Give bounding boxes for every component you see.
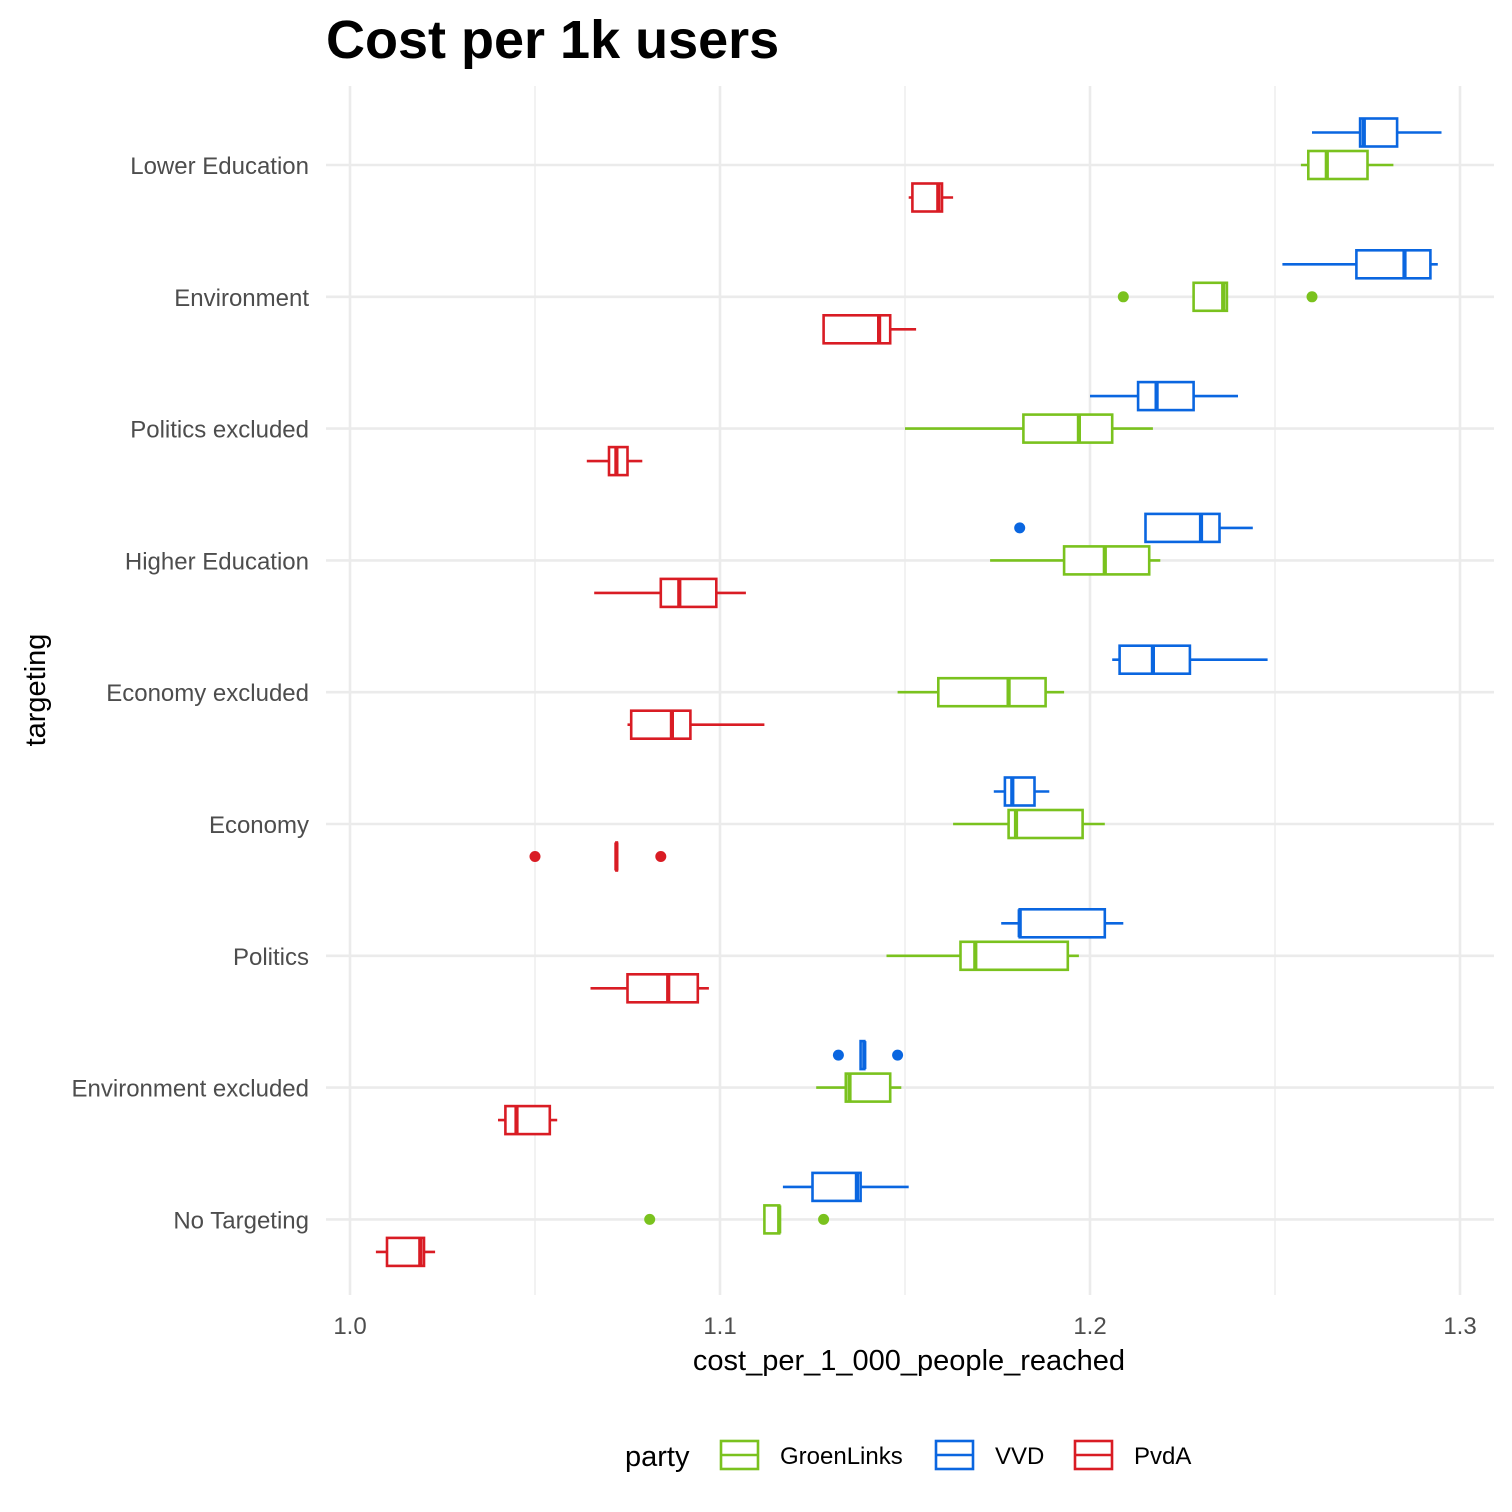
legend-label: GroenLinks xyxy=(780,1443,903,1470)
legend-entry-pvda: PvdA xyxy=(1073,1439,1191,1471)
legend-title: party xyxy=(625,1441,690,1473)
boxplot-vvd xyxy=(1282,249,1438,280)
boxplot-vvd xyxy=(1112,644,1268,676)
legend-entry-vvd: VVD xyxy=(934,1439,1044,1471)
legend-entry-groenlinks: GroenLinks xyxy=(719,1439,903,1471)
grid xyxy=(326,86,1494,1295)
box xyxy=(1358,117,1399,148)
boxplot-vvd xyxy=(1312,117,1442,148)
box xyxy=(811,1171,862,1203)
y-axis-label: targeting xyxy=(20,634,52,747)
box xyxy=(626,972,700,1004)
box xyxy=(1018,907,1107,939)
boxplot-pvda xyxy=(586,445,643,477)
y-tick-label: Politics excluded xyxy=(130,417,309,444)
boxplot-groenlinks xyxy=(886,940,1079,972)
outlier-point xyxy=(818,1213,830,1225)
boxplots xyxy=(375,117,1442,1268)
box xyxy=(1144,512,1221,544)
boxplot-groenlinks xyxy=(897,676,1065,708)
boxplot-pvda xyxy=(908,182,954,213)
boxplot-vvd xyxy=(1001,907,1124,939)
y-tick-label: Economy excluded xyxy=(106,680,309,707)
outlier-point xyxy=(1306,291,1318,303)
outlier-point xyxy=(1014,522,1026,534)
box xyxy=(1307,149,1369,181)
x-tick-label: 1.3 xyxy=(1443,1313,1476,1340)
box xyxy=(1007,808,1084,840)
boxplot-groenlinks xyxy=(905,413,1153,444)
x-tick-label: 1.2 xyxy=(1073,1313,1106,1340)
box xyxy=(659,577,718,609)
boxplot-pvda xyxy=(594,577,746,609)
y-tick-label: Economy xyxy=(209,812,309,839)
boxplot-pvda xyxy=(822,313,917,345)
box xyxy=(1136,380,1195,412)
legend-label: PvdA xyxy=(1134,1443,1191,1470)
x-axis-label: cost_per_1_000_people_reached xyxy=(693,1345,1125,1377)
legend-label: VVD xyxy=(995,1443,1044,1470)
box xyxy=(936,676,1047,708)
outlier-point xyxy=(529,851,541,862)
box xyxy=(1022,413,1114,444)
boxplot-groenlinks xyxy=(990,545,1161,576)
boxplot-groenlinks xyxy=(1117,281,1318,313)
y-tick-label: Lower Education xyxy=(130,153,309,180)
legend: party GroenLinks VVD PvdA xyxy=(625,1439,1191,1473)
outlier-point xyxy=(832,1049,844,1061)
outlier-point xyxy=(655,851,667,862)
boxplot-vvd xyxy=(1014,512,1253,544)
x-tick-label: 1.1 xyxy=(703,1313,736,1340)
boxplot-pvda xyxy=(498,1104,558,1136)
x-axis-tick-labels: 1.0 1.1 1.2 1.3 xyxy=(333,1313,1476,1340)
outlier-point xyxy=(644,1213,656,1225)
y-axis-tick-labels: Lower Education Environment Politics exclu… xyxy=(72,153,310,1234)
boxplot-vvd xyxy=(993,776,1050,807)
y-tick-label: Politics xyxy=(233,944,309,971)
boxplot-vvd xyxy=(832,1039,904,1071)
box xyxy=(763,1204,781,1235)
y-tick-label: Environment excluded xyxy=(72,1076,309,1103)
y-tick-label: No Targeting xyxy=(173,1207,309,1234)
boxplot-pvda xyxy=(590,972,709,1004)
x-tick-label: 1.0 xyxy=(333,1313,366,1340)
outlier-point xyxy=(892,1049,904,1061)
boxplot-vvd xyxy=(782,1171,909,1203)
y-tick-label: Environment xyxy=(174,285,309,312)
box xyxy=(844,1072,892,1103)
boxplot-groenlinks xyxy=(1300,149,1394,181)
box xyxy=(959,940,1070,972)
boxplot-pvda xyxy=(375,1236,436,1268)
y-tick-label: Higher Education xyxy=(125,548,309,575)
boxplot-groenlinks xyxy=(816,1072,902,1103)
box xyxy=(504,1104,552,1136)
boxplot-vvd xyxy=(1090,380,1238,412)
box xyxy=(385,1236,426,1268)
box xyxy=(629,709,692,741)
box xyxy=(1355,249,1432,280)
chart-title: Cost per 1k users xyxy=(326,10,779,70)
box xyxy=(1003,776,1036,807)
boxplot-groenlinks xyxy=(644,1204,830,1235)
boxplot-pvda xyxy=(627,709,765,741)
boxplot-pvda xyxy=(529,841,667,872)
boxplot-groenlinks xyxy=(953,808,1105,840)
outlier-point xyxy=(1117,291,1129,303)
